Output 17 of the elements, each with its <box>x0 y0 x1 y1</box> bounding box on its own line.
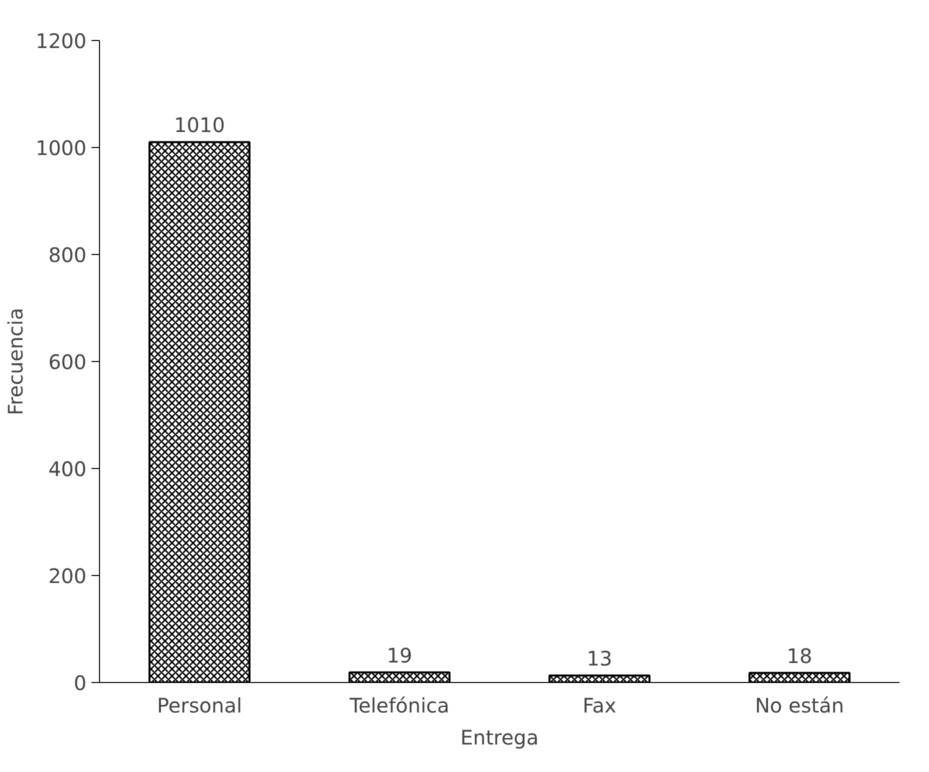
data-label: 1010 <box>174 113 225 138</box>
x-axis-title: Entrega <box>460 726 539 750</box>
x-tick-label: Fax <box>582 694 617 718</box>
data-label: 18 <box>786 644 812 668</box>
y-tick-label: 600 <box>48 350 87 374</box>
y-tick-label: 200 <box>48 564 87 588</box>
data-label: 19 <box>386 643 412 668</box>
y-tick-label: 1200 <box>36 29 87 53</box>
x-tick-label: Telefónica <box>348 694 450 718</box>
y-axis-title: Frecuencia <box>4 308 28 416</box>
x-tick-label: No están <box>754 694 844 718</box>
x-tick-label: Personal <box>156 694 242 718</box>
y-tick-label: 800 <box>48 243 87 267</box>
y-tick-label: 0 <box>74 671 87 695</box>
y-tick-label: 400 <box>48 457 87 481</box>
y-tick-label: 1000 <box>36 136 87 160</box>
data-label: 13 <box>586 646 612 671</box>
